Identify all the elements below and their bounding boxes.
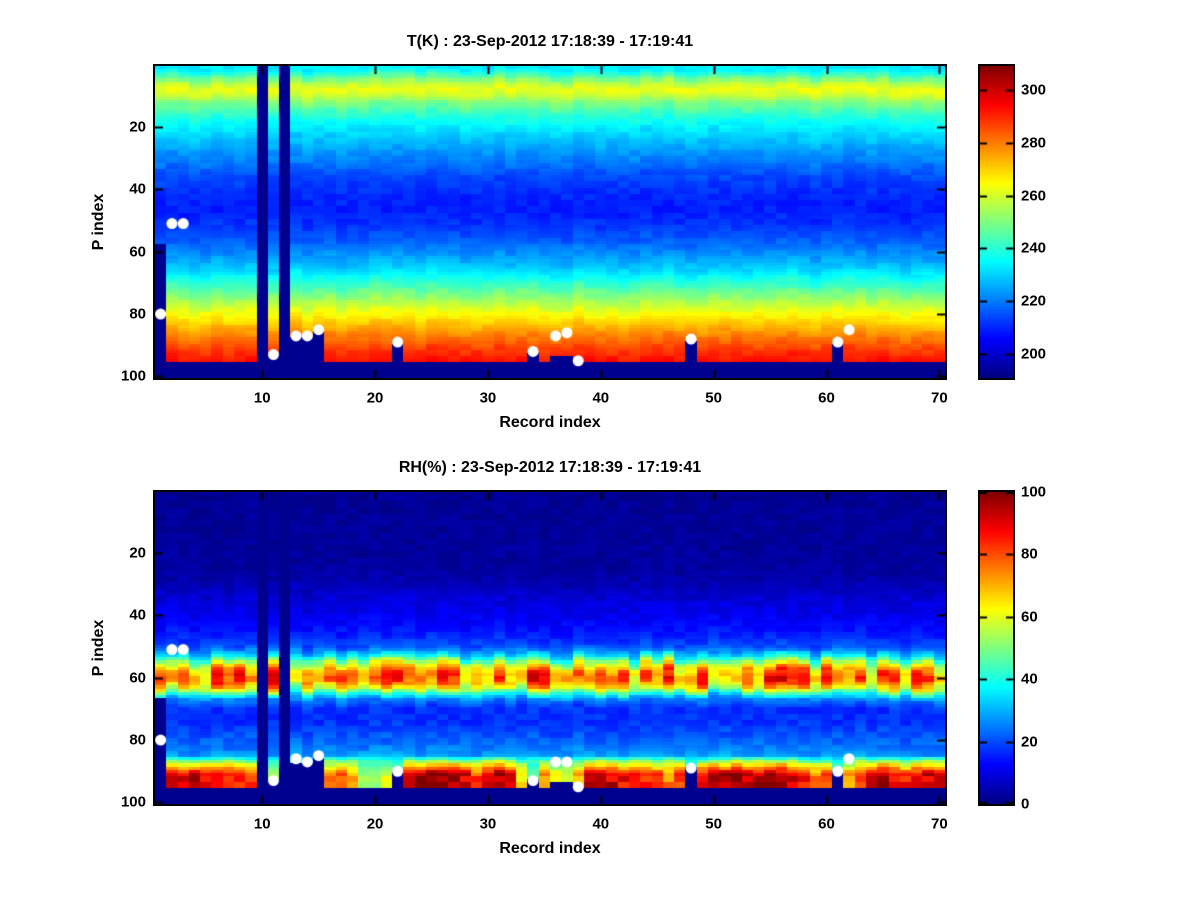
x-tick-label: 50 — [705, 389, 722, 407]
colorbar-tick-label: 200 — [1021, 345, 1047, 363]
x-tick-label: 70 — [931, 389, 948, 407]
humidity-title: RH(%) : 23-Sep-2012 17:18:39 - 17:19:41 — [398, 459, 702, 476]
temperature-yaxis-label: P index — [90, 193, 107, 251]
colorbar-tick-label: 20 — [1021, 733, 1038, 751]
y-tick-label: 80 — [129, 305, 146, 323]
y-tick-label: 40 — [129, 180, 146, 198]
humidity-xaxis-label: Record index — [499, 840, 601, 857]
y-tick-label: 20 — [129, 118, 146, 136]
y-tick-label: 40 — [129, 606, 146, 624]
colorbar-tick-label: 0 — [1021, 795, 1030, 813]
humidity-colorbar — [980, 492, 1013, 804]
temperature-xaxis-label: Record index — [499, 414, 601, 431]
temperature-title: T(K) : 23-Sep-2012 17:18:39 - 17:19:41 — [406, 33, 694, 50]
colorbar-tick-label: 40 — [1021, 670, 1038, 688]
x-tick-label: 50 — [705, 815, 722, 833]
y-tick-label: 100 — [120, 793, 146, 811]
y-tick-label: 20 — [129, 544, 146, 562]
temperature-plot-frame — [153, 64, 947, 380]
x-tick-label: 40 — [592, 815, 610, 833]
x-tick-label: 30 — [479, 389, 497, 407]
x-tick-label: 30 — [479, 815, 497, 833]
humidity-colorbar-frame — [978, 490, 1015, 806]
x-tick-label: 10 — [253, 389, 271, 407]
x-tick-label: 60 — [818, 815, 835, 833]
colorbar-tick-label: 220 — [1021, 292, 1047, 310]
colorbar-tick-label: 280 — [1021, 134, 1047, 152]
temperature-colorbar-frame — [978, 64, 1015, 380]
humidity-heatmap — [155, 492, 945, 804]
temperature-heatmap — [155, 66, 945, 378]
x-tick-label: 70 — [931, 815, 948, 833]
y-tick-label: 80 — [129, 731, 146, 749]
y-tick-label: 60 — [129, 669, 146, 687]
x-tick-label: 20 — [366, 815, 384, 833]
colorbar-tick-label: 80 — [1021, 545, 1038, 563]
x-tick-label: 40 — [592, 389, 610, 407]
y-tick-label: 100 — [120, 367, 146, 385]
temperature-colorbar — [980, 66, 1013, 378]
colorbar-tick-label: 240 — [1021, 239, 1047, 257]
colorbar-tick-label: 60 — [1021, 608, 1038, 626]
colorbar-tick-label: 100 — [1021, 483, 1047, 501]
colorbar-tick-label: 260 — [1021, 187, 1047, 205]
colorbar-tick-label: 300 — [1021, 81, 1047, 99]
y-tick-label: 60 — [129, 243, 146, 261]
x-tick-label: 10 — [253, 815, 271, 833]
humidity-yaxis-label: P index — [90, 619, 107, 677]
x-tick-label: 60 — [818, 389, 835, 407]
x-tick-label: 20 — [366, 389, 384, 407]
humidity-plot-frame — [153, 490, 947, 806]
